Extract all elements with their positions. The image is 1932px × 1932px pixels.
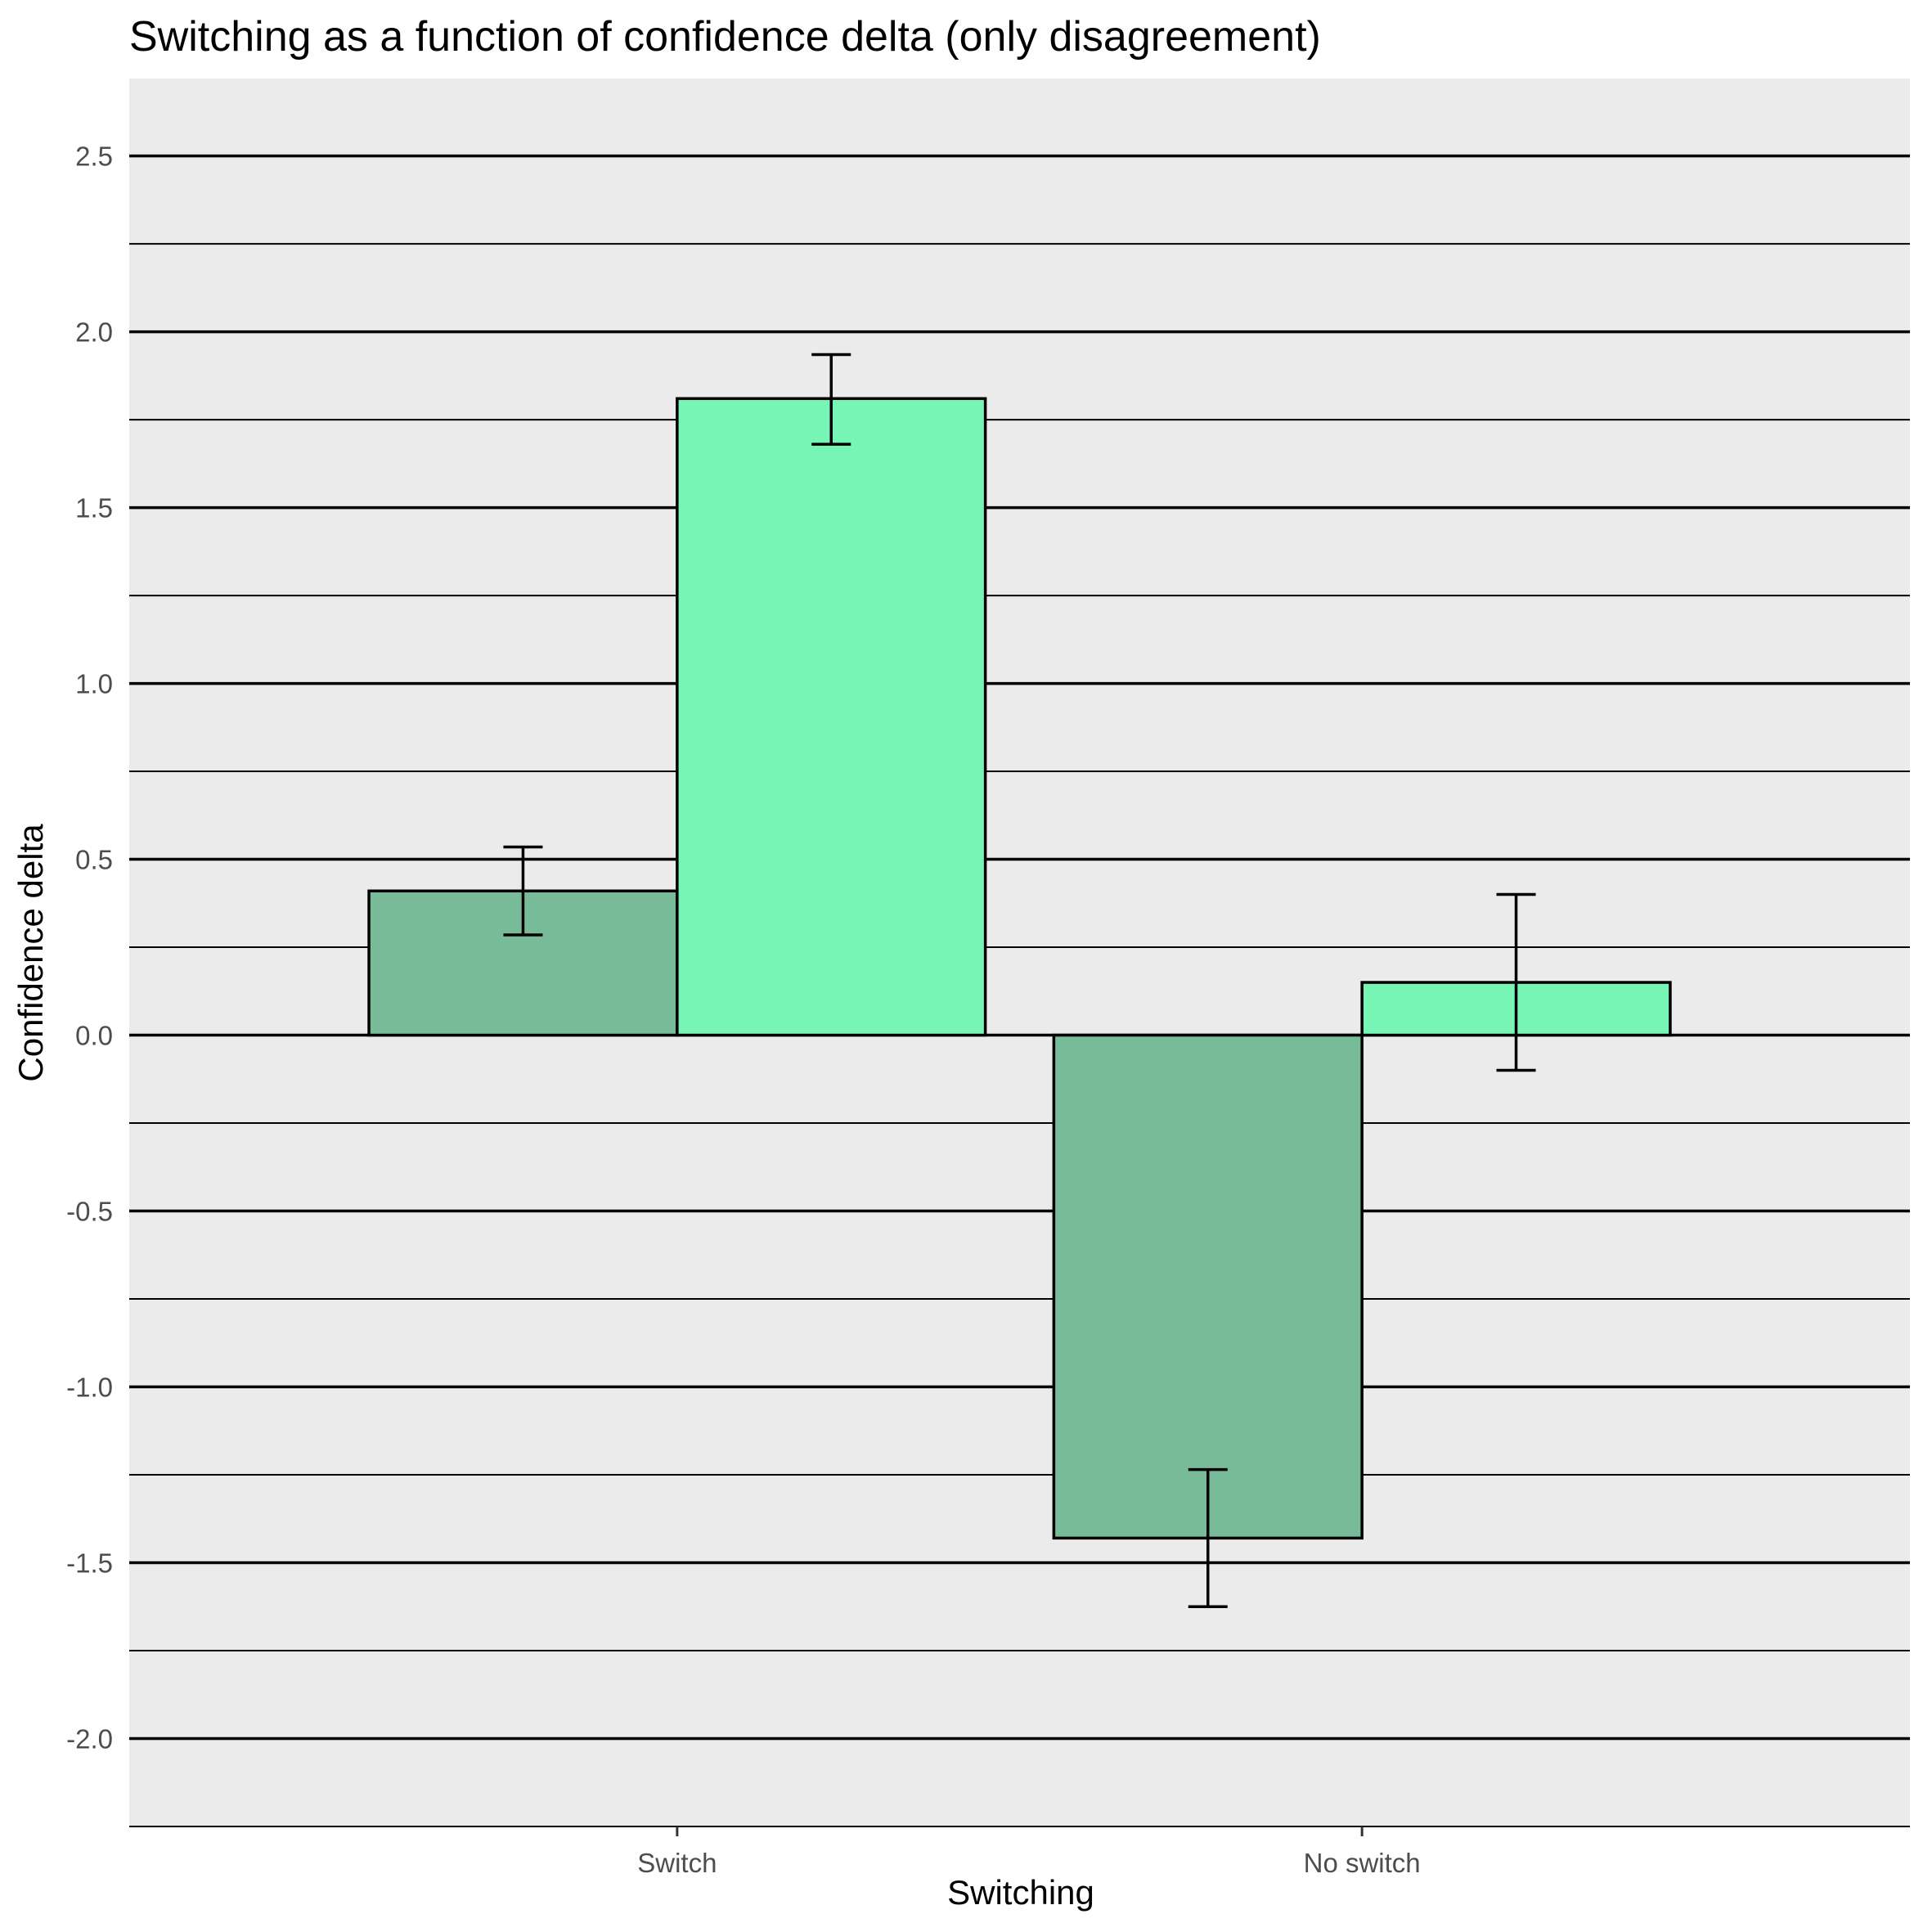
gridlines [129,154,1910,1827]
y-tick-label: -0.5 [66,1197,113,1227]
x-axis-title: Switching [947,1873,1094,1912]
x-axis-ticks: Switch No switch [637,1826,1421,1878]
y-tick-label: 0.0 [75,1021,113,1051]
bar [676,397,987,1037]
y-tick-label: 0.5 [75,845,113,875]
y-tick-label: 2.5 [75,142,113,172]
x-tick-label: No switch [1304,1848,1421,1878]
y-axis-tick-labels: 2.5 2.0 1.5 1.0 0.5 0.0 -0.5 -1.0 -1.5 -2.0 [66,142,113,1755]
x-tick-label: Switch [637,1848,717,1878]
y-tick-label: 1.5 [75,493,113,523]
y-tick-label: -1.5 [66,1548,113,1579]
y-tick-label: -2.0 [66,1724,113,1755]
y-tick-label: 1.0 [75,669,113,699]
y-axis-title: Confidence delta [11,824,50,1082]
chart-title: Switching as a function of confidence de… [129,13,1321,61]
y-tick-label: -1.0 [66,1373,113,1403]
bar [1052,1033,1364,1540]
y-tick-label: 2.0 [75,317,113,348]
error-bars [503,353,1536,1609]
